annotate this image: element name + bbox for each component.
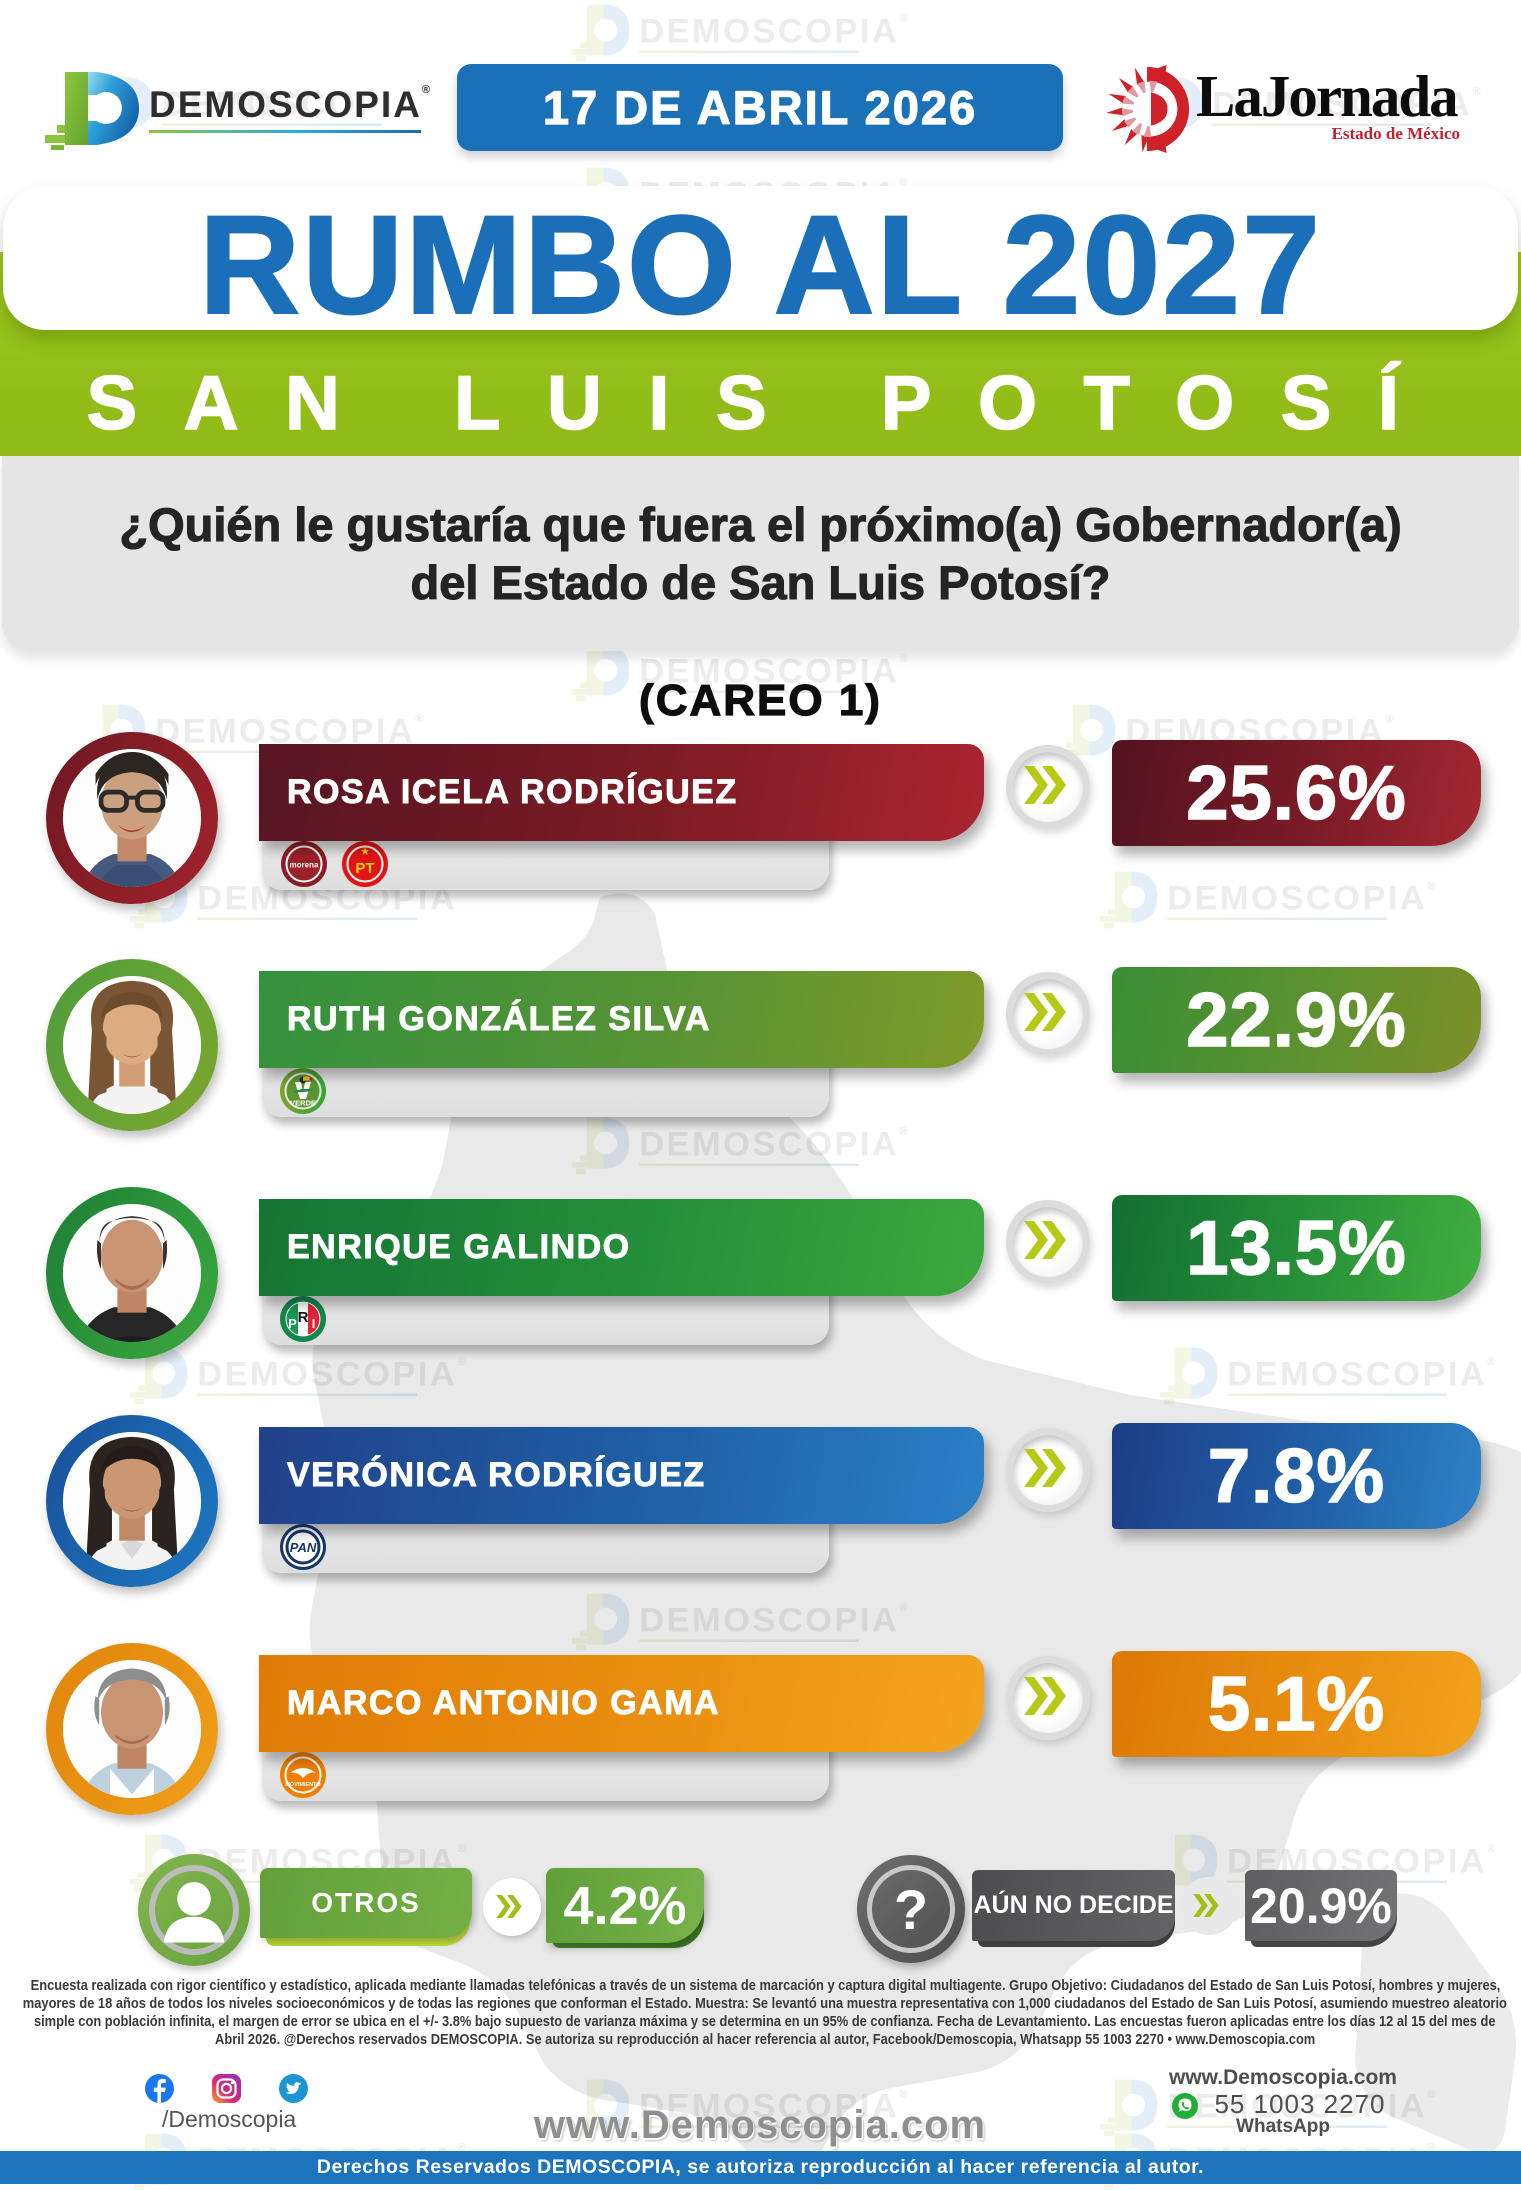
svg-text:PT: PT (355, 860, 374, 877)
svg-text:★: ★ (360, 846, 370, 858)
svg-text:morena: morena (290, 861, 319, 870)
svg-text:MOVIMIENTO: MOVIMIENTO (285, 1782, 321, 1788)
svg-text:P: P (288, 1316, 297, 1331)
svg-text:I: I (312, 1316, 316, 1331)
svg-text:VERDE: VERDE (290, 1099, 316, 1108)
svg-text:R: R (298, 1309, 309, 1326)
svg-text:PAN: PAN (290, 1540, 317, 1555)
